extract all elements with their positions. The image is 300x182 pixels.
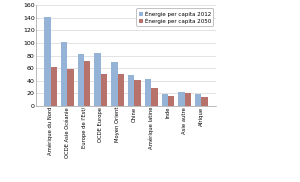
Bar xyxy=(185,93,191,106)
Legend: Énergie per capita 2012, Énergie per capita 2050: Énergie per capita 2012, Énergie per cap… xyxy=(136,8,213,26)
Bar xyxy=(151,88,158,106)
Bar xyxy=(84,60,91,106)
Bar xyxy=(161,94,168,106)
Bar xyxy=(134,80,141,106)
Bar xyxy=(178,92,185,106)
Bar xyxy=(78,54,84,106)
Bar xyxy=(201,97,208,106)
Bar xyxy=(145,79,151,106)
Bar xyxy=(61,42,67,106)
Bar xyxy=(168,96,174,106)
Bar xyxy=(67,69,74,106)
Bar xyxy=(111,62,118,106)
Bar xyxy=(94,53,101,106)
Bar xyxy=(128,75,134,106)
Bar xyxy=(44,17,51,106)
Bar xyxy=(195,94,201,106)
Bar xyxy=(51,67,57,106)
Bar xyxy=(118,74,124,106)
Bar xyxy=(101,74,107,106)
